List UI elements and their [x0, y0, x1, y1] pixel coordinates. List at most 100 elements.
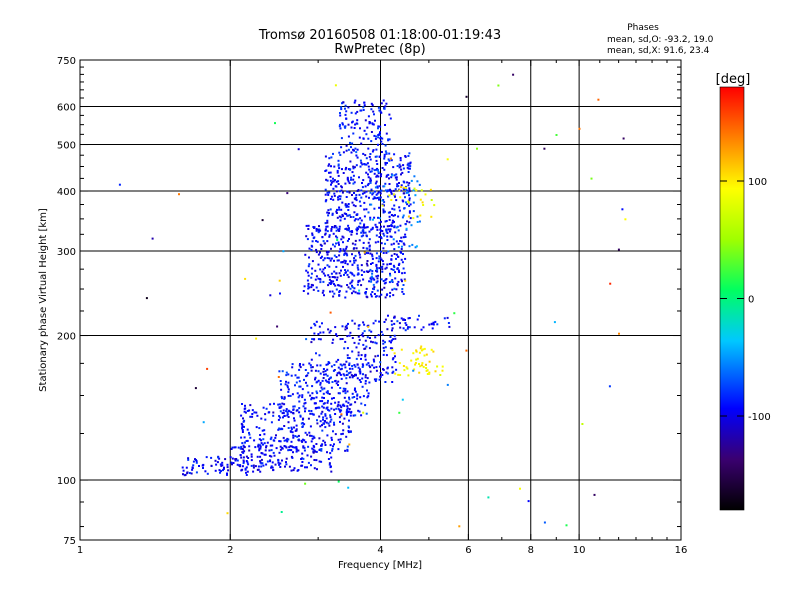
data-point — [309, 434, 311, 437]
data-point — [419, 214, 422, 217]
data-point — [192, 464, 195, 467]
data-point — [386, 239, 389, 241]
data-point — [317, 277, 320, 280]
data-point — [278, 370, 281, 373]
data-point — [609, 282, 612, 285]
data-point — [260, 439, 263, 442]
data-point — [328, 331, 331, 334]
data-point — [340, 413, 343, 416]
data-point — [242, 459, 245, 462]
data-point — [347, 410, 350, 413]
data-point — [305, 338, 308, 341]
data-point — [312, 451, 315, 454]
data-point — [210, 456, 213, 459]
data-point — [384, 346, 387, 349]
data-point — [382, 252, 385, 254]
data-point — [347, 106, 350, 109]
data-point — [371, 123, 374, 126]
data-point — [307, 224, 310, 227]
data-point — [376, 163, 379, 165]
data-point — [322, 416, 325, 419]
data-point — [247, 463, 250, 466]
data-point — [363, 226, 366, 229]
data-point — [327, 408, 329, 411]
data-point — [269, 294, 272, 297]
data-point — [306, 466, 308, 469]
y-tick-label: 600 — [57, 103, 76, 114]
data-point — [352, 165, 355, 168]
data-point — [365, 262, 368, 265]
data-point — [401, 171, 404, 174]
data-point — [389, 189, 392, 192]
data-point — [326, 240, 329, 243]
data-point — [188, 472, 191, 474]
data-point — [304, 441, 307, 444]
data-point — [322, 368, 325, 370]
data-point — [362, 231, 365, 234]
data-point — [348, 367, 351, 370]
data-point — [204, 470, 207, 473]
data-point — [245, 460, 248, 462]
data-point — [320, 449, 323, 452]
data-point — [395, 257, 397, 260]
data-point — [378, 267, 381, 270]
data-point — [368, 381, 371, 384]
data-point — [351, 242, 354, 245]
data-point — [319, 338, 322, 341]
data-point — [332, 280, 335, 283]
data-point — [359, 226, 362, 229]
data-point — [381, 167, 384, 169]
data-point — [327, 209, 330, 212]
data-point — [337, 448, 340, 451]
data-point — [398, 206, 401, 209]
data-point — [377, 134, 380, 136]
data-point — [280, 427, 283, 430]
data-point — [360, 284, 363, 287]
data-point — [288, 449, 291, 451]
data-point — [367, 362, 370, 365]
data-point — [325, 251, 328, 254]
data-point — [379, 228, 382, 231]
data-point — [344, 228, 347, 230]
data-point — [265, 446, 267, 449]
data-point — [375, 267, 378, 270]
data-point — [436, 323, 439, 326]
data-point — [323, 387, 326, 390]
x-tick-label: 8 — [528, 545, 534, 556]
data-point — [335, 242, 337, 245]
data-point — [311, 338, 314, 341]
data-point — [297, 148, 300, 151]
data-point — [395, 199, 398, 202]
data-point — [264, 449, 267, 452]
data-point — [249, 404, 252, 407]
data-point — [351, 273, 354, 276]
data-point — [394, 188, 397, 191]
data-point — [326, 380, 329, 383]
data-point — [371, 270, 374, 273]
data-point — [246, 410, 249, 412]
data-point — [340, 137, 343, 140]
data-point — [327, 214, 330, 217]
data-point — [386, 372, 389, 375]
data-point — [333, 292, 336, 295]
colorbar-tick-label: 0 — [748, 295, 754, 306]
data-point — [322, 280, 325, 283]
data-point — [258, 438, 261, 441]
data-point — [240, 456, 243, 459]
data-point — [381, 230, 384, 232]
data-point — [361, 182, 363, 184]
data-point — [400, 173, 402, 176]
data-point — [326, 219, 329, 222]
data-point — [420, 345, 423, 348]
data-point — [356, 228, 359, 230]
data-point — [375, 263, 378, 266]
data-point — [406, 181, 409, 184]
data-point — [265, 463, 268, 466]
data-point — [330, 228, 333, 230]
data-point — [320, 412, 323, 415]
data-point — [389, 274, 392, 277]
data-point — [383, 225, 385, 228]
data-point — [374, 137, 377, 140]
data-point — [369, 216, 372, 219]
data-point — [368, 155, 371, 158]
